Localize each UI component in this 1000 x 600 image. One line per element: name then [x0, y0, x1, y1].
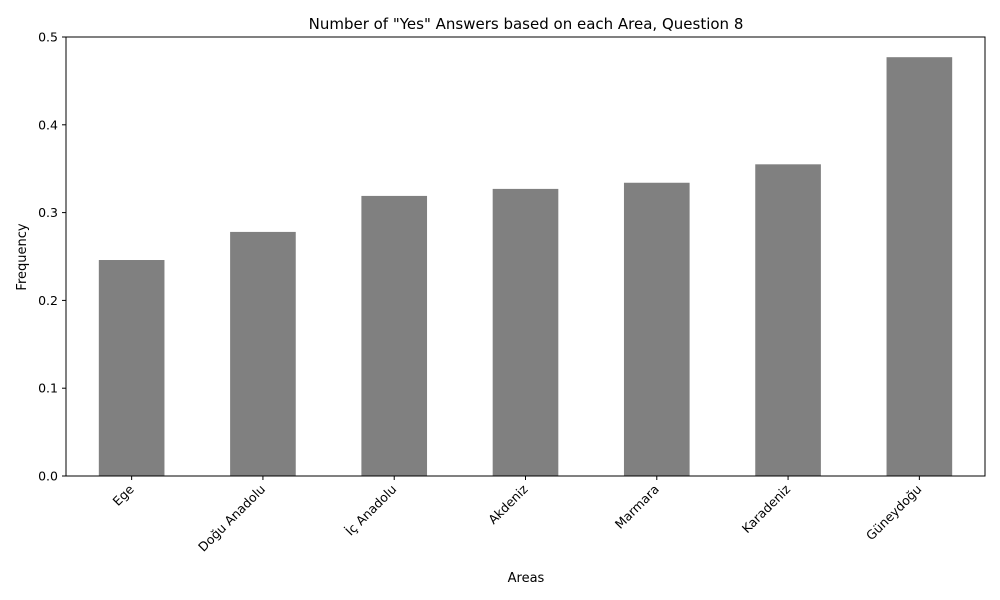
chart-title: Number of "Yes" Answers based on each Ar…	[309, 15, 744, 33]
x-tick-label: Karadeniz	[739, 481, 794, 536]
y-axis-label: Frequency	[15, 223, 30, 290]
bar-6	[886, 57, 953, 476]
x-tick-label: Doğu Anadolu	[195, 482, 268, 555]
y-tick-label: 0.2	[38, 293, 58, 308]
x-axis-ticks: Ege Doğu Anadolu İç Anadolu Akdeniz Marmara K…	[110, 476, 925, 555]
x-axis-label: Areas	[508, 571, 545, 586]
y-axis-ticks: 0.0 0.1 0.2 0.3 0.4 0.5	[38, 30, 66, 484]
y-tick-label: 0.3	[38, 205, 58, 220]
y-tick-label: 0.5	[38, 30, 58, 45]
x-tick-label: Ege	[110, 481, 137, 508]
x-tick-label: Akdeniz	[485, 481, 531, 527]
bars-group	[98, 57, 953, 477]
x-tick-label: İç Anadolu	[342, 482, 399, 539]
plot-frame	[65, 36, 986, 477]
x-tick-label: Marmara	[612, 482, 662, 532]
y-tick-label: 0.1	[38, 381, 58, 396]
bar-3	[492, 188, 559, 477]
x-tick-label: Güneydoğu	[863, 482, 925, 544]
y-tick-label: 0.0	[38, 469, 58, 484]
bar-0	[98, 260, 165, 476]
bar-1	[230, 231, 296, 476]
bar-4	[623, 182, 690, 477]
bar-2	[361, 195, 428, 476]
bar-5	[755, 164, 821, 476]
y-tick-label: 0.4	[38, 117, 58, 132]
